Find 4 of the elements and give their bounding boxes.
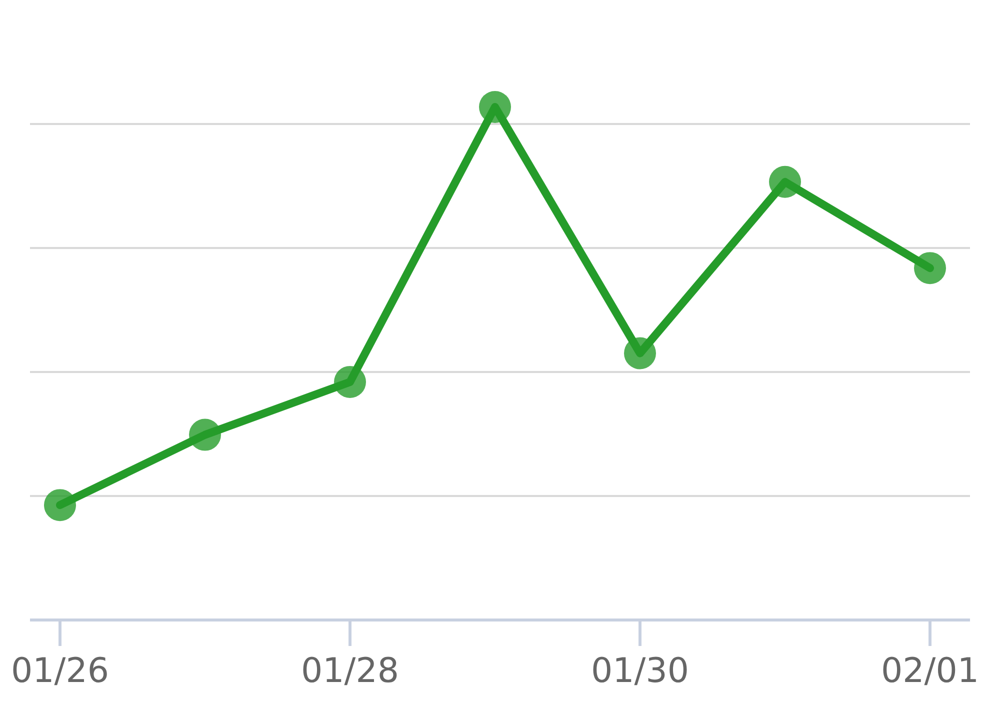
x-tick-label: 01/28	[301, 651, 399, 691]
x-tick-label: 02/01	[881, 651, 979, 691]
x-tick-label: 01/26	[11, 651, 109, 691]
x-tick-label: 01/30	[591, 651, 689, 691]
